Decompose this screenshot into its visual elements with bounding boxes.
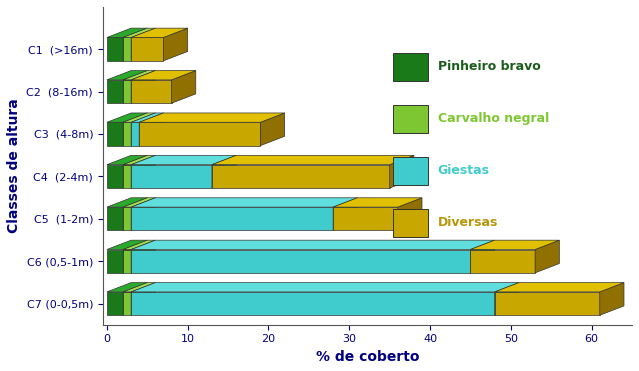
Polygon shape xyxy=(107,155,147,165)
Polygon shape xyxy=(131,28,188,37)
Polygon shape xyxy=(123,113,147,145)
Polygon shape xyxy=(123,155,147,188)
Polygon shape xyxy=(470,240,559,250)
Bar xyxy=(131,207,333,230)
Polygon shape xyxy=(535,240,559,273)
Polygon shape xyxy=(131,113,155,145)
Polygon shape xyxy=(171,70,196,103)
Bar xyxy=(123,250,131,273)
Polygon shape xyxy=(107,70,147,80)
Polygon shape xyxy=(212,155,236,188)
Text: Pinheiro bravo: Pinheiro bravo xyxy=(438,60,541,73)
Bar xyxy=(123,37,131,61)
Bar xyxy=(131,292,495,315)
Bar xyxy=(123,80,131,103)
Bar xyxy=(107,250,123,273)
Polygon shape xyxy=(333,198,422,207)
Bar xyxy=(107,165,123,188)
Polygon shape xyxy=(123,113,155,122)
Bar xyxy=(131,165,212,188)
Bar xyxy=(212,165,390,188)
Bar xyxy=(107,207,123,230)
Polygon shape xyxy=(333,198,357,230)
Polygon shape xyxy=(131,240,495,250)
Bar xyxy=(123,292,131,315)
Polygon shape xyxy=(131,283,519,292)
Polygon shape xyxy=(495,283,624,292)
Bar xyxy=(107,292,123,315)
Polygon shape xyxy=(131,240,155,273)
Polygon shape xyxy=(131,155,155,188)
Polygon shape xyxy=(164,28,188,61)
Polygon shape xyxy=(107,28,147,37)
Polygon shape xyxy=(131,28,155,61)
Polygon shape xyxy=(107,198,147,207)
Polygon shape xyxy=(123,240,147,273)
Bar xyxy=(107,37,123,61)
Polygon shape xyxy=(131,198,357,207)
Polygon shape xyxy=(139,113,284,122)
Polygon shape xyxy=(131,70,196,80)
Bar xyxy=(123,122,131,145)
Bar xyxy=(139,122,261,145)
Polygon shape xyxy=(123,198,147,230)
Y-axis label: Classes de altura: Classes de altura xyxy=(7,98,21,233)
Text: Giestas: Giestas xyxy=(438,164,489,177)
Polygon shape xyxy=(123,283,155,292)
Polygon shape xyxy=(123,28,155,37)
Bar xyxy=(123,165,131,188)
Bar xyxy=(131,122,139,145)
Polygon shape xyxy=(123,283,147,315)
Bar xyxy=(131,250,470,273)
Polygon shape xyxy=(390,155,414,188)
Polygon shape xyxy=(131,113,164,122)
Bar xyxy=(333,207,397,230)
Bar xyxy=(495,292,600,315)
Polygon shape xyxy=(470,240,495,273)
Polygon shape xyxy=(123,240,155,250)
X-axis label: % de coberto: % de coberto xyxy=(316,350,419,364)
Bar xyxy=(123,207,131,230)
Bar xyxy=(131,37,164,61)
Bar xyxy=(131,80,171,103)
Bar xyxy=(470,250,535,273)
Polygon shape xyxy=(139,113,164,145)
Polygon shape xyxy=(123,70,147,103)
Polygon shape xyxy=(495,283,519,315)
Text: Carvalho negral: Carvalho negral xyxy=(438,112,549,125)
Text: Diversas: Diversas xyxy=(438,216,498,229)
Polygon shape xyxy=(131,70,155,103)
Polygon shape xyxy=(131,283,155,315)
Polygon shape xyxy=(107,113,147,122)
Polygon shape xyxy=(212,155,414,165)
Bar xyxy=(107,80,123,103)
Polygon shape xyxy=(123,70,155,80)
Polygon shape xyxy=(397,198,422,230)
Polygon shape xyxy=(131,155,236,165)
Polygon shape xyxy=(261,113,284,145)
Polygon shape xyxy=(123,198,155,207)
Polygon shape xyxy=(107,283,147,292)
Polygon shape xyxy=(123,155,155,165)
Polygon shape xyxy=(131,198,155,230)
Bar xyxy=(107,122,123,145)
Polygon shape xyxy=(107,240,147,250)
Polygon shape xyxy=(600,283,624,315)
Polygon shape xyxy=(123,28,147,61)
